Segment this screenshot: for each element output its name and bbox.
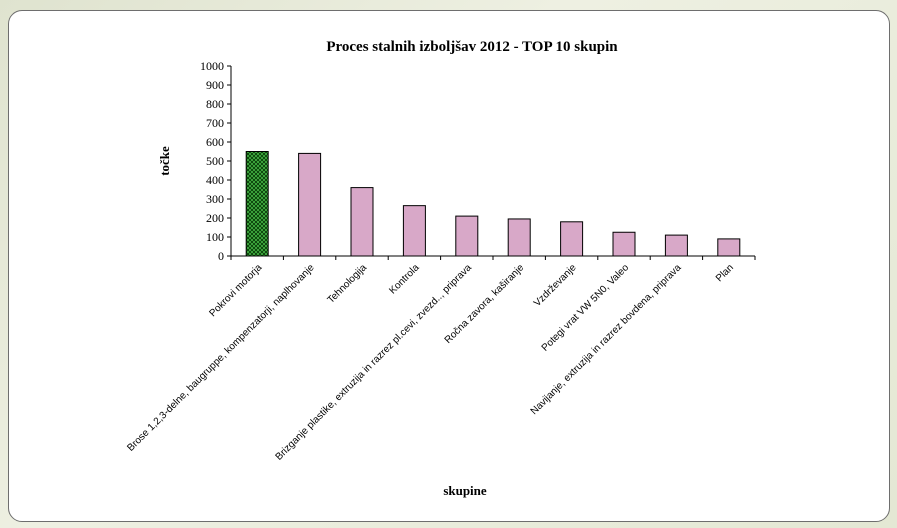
bar xyxy=(350,187,374,257)
bar xyxy=(298,152,322,257)
plot-area: 0 100 200 300 400 500 600 700 800 900 1000 Pokrovi … xyxy=(125,59,756,463)
x-tick-label: Kontrola xyxy=(387,262,421,296)
y-tick-label: 100 xyxy=(206,230,224,244)
y-tick-label: 400 xyxy=(206,173,224,187)
bar xyxy=(402,205,426,257)
bar xyxy=(612,231,636,257)
x-tick-label: Plan xyxy=(714,262,736,284)
bar-chart: Proces stalnih izboljšav 2012 - TOP 10 s… xyxy=(125,39,756,498)
x-tick-label: Tehnologija xyxy=(326,262,370,306)
y-tick-label: 300 xyxy=(206,192,224,206)
y-tick-label: 800 xyxy=(206,97,224,111)
y-tick-label: 900 xyxy=(206,78,224,92)
y-tick-label: 1000 xyxy=(200,59,224,73)
bar xyxy=(560,221,584,257)
bar-highlighted xyxy=(245,151,269,257)
chart-title: Proces stalnih izboljšav 2012 - TOP 10 s… xyxy=(326,39,618,55)
y-tick-label: 700 xyxy=(206,116,224,130)
y-tick-label: 200 xyxy=(206,211,224,225)
x-tick-label: Vzdrževanje xyxy=(532,262,579,309)
x-tick-label: Brizganje plastike, extruzija in razrez … xyxy=(274,262,475,463)
x-axis-label: skupine xyxy=(443,483,487,498)
bar xyxy=(717,238,741,257)
x-tick-label: Pokrovi motorja xyxy=(207,262,264,319)
x-tick-label: Potegi vrat VW 5N0, Valeo xyxy=(540,262,632,354)
x-tick-label: Brose 1,2,3-delne, baugruppe, kompenzato… xyxy=(125,262,317,454)
bar xyxy=(664,234,688,257)
y-tick-label: 0 xyxy=(218,249,224,263)
bar xyxy=(455,215,479,257)
y-axis-label: točke xyxy=(157,146,172,176)
y-tick-label: 500 xyxy=(206,154,224,168)
chart-card: Proces stalnih izboljšav 2012 - TOP 10 s… xyxy=(8,10,890,522)
y-tick-label: 600 xyxy=(206,135,224,149)
bar xyxy=(507,218,531,257)
